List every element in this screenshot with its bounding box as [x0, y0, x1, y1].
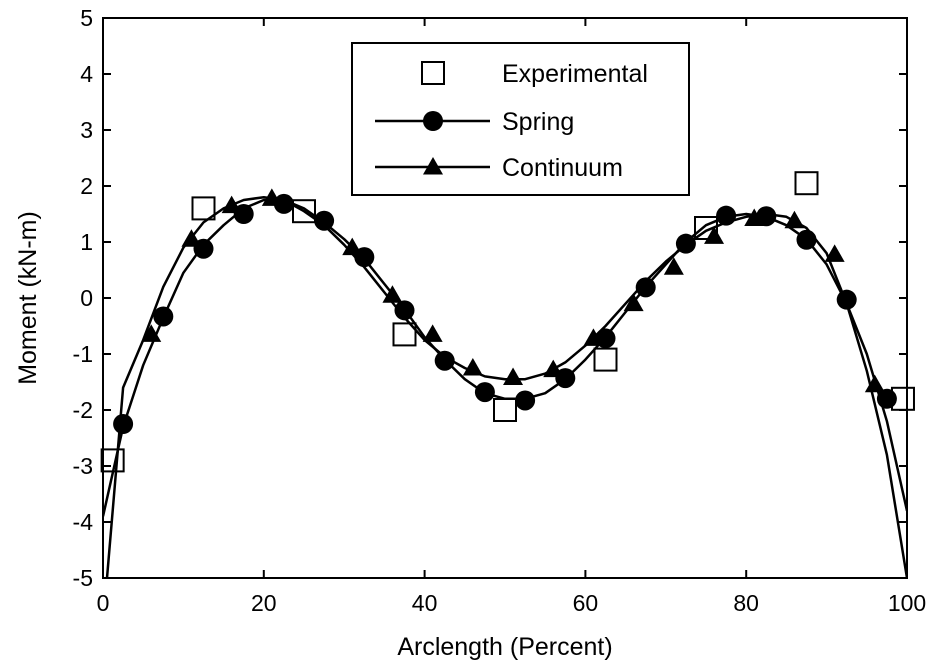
y-axis-label: Moment (kN-m): [14, 211, 42, 385]
series-layer: [100, 171, 915, 578]
legend-marker: [421, 61, 445, 85]
data-point-continuum: [623, 293, 644, 312]
data-point-spring: [474, 382, 495, 403]
data-point-experimental: [794, 171, 819, 196]
x-tick-label: 20: [251, 590, 277, 616]
legend-item-spring: Spring: [375, 108, 574, 136]
data-point-continuum: [422, 324, 443, 342]
data-point-spring: [314, 210, 335, 231]
x-tick-label: 80: [733, 590, 759, 616]
x-tick-label: 100: [888, 590, 926, 616]
data-point-spring: [113, 414, 134, 434]
data-point-spring: [836, 289, 857, 310]
data-point-continuum: [864, 374, 885, 393]
data-point-spring: [515, 390, 536, 411]
data-point-continuum: [141, 324, 162, 342]
x-axis-label: Arclength (Percent): [397, 633, 612, 661]
series-line-continuum: [105, 195, 907, 578]
y-tick-label: -4: [73, 509, 94, 535]
legend-marker: [423, 111, 443, 131]
data-point-continuum: [382, 285, 403, 303]
legend-item-continuum: Continuum: [375, 154, 623, 182]
data-point-experimental: [493, 398, 517, 422]
data-point-spring: [635, 277, 656, 298]
data-point-continuum: [503, 367, 524, 386]
y-tick-label: 0: [80, 285, 93, 311]
data-point-experimental: [593, 347, 618, 372]
y-tick-label: -5: [73, 565, 93, 591]
data-point-spring: [796, 229, 817, 250]
y-tick-label: -3: [73, 453, 93, 479]
data-point-experimental: [392, 322, 417, 347]
legend-label: Experimental: [502, 60, 648, 88]
y-tick-label: -1: [73, 341, 93, 367]
data-point-continuum: [704, 226, 725, 244]
data-point-spring: [153, 306, 174, 327]
legend-box: [351, 42, 690, 196]
y-tick-label: 1: [80, 229, 93, 255]
data-point-continuum: [543, 359, 564, 378]
data-point-continuum: [784, 210, 805, 229]
x-tick-label: 60: [573, 590, 599, 616]
data-point-continuum: [221, 195, 242, 214]
data-point-continuum: [663, 257, 684, 275]
y-tick-label: -2: [73, 397, 93, 423]
y-tick-label: 3: [80, 117, 93, 143]
data-point-spring: [434, 350, 455, 371]
data-point-experimental: [191, 196, 216, 221]
legend: Experimental Spring Continuum: [351, 42, 690, 196]
x-tick-label: 0: [97, 590, 110, 616]
legend-item-experimental: Experimental: [421, 60, 648, 88]
data-point-continuum: [824, 244, 845, 262]
y-tick-label: 5: [80, 5, 93, 31]
data-point-continuum: [181, 229, 202, 247]
y-tick-label: 4: [80, 61, 93, 87]
legend-marker: [423, 157, 443, 175]
data-point-continuum: [342, 237, 363, 256]
data-point-continuum: [583, 328, 604, 346]
legend-label: Continuum: [502, 154, 623, 182]
axes-layer: 0 20 40 60 80 100 5 4 3 2 1 0 -1 -2 -3 -4 -5: [73, 5, 927, 616]
data-point-continuum: [744, 208, 765, 226]
data-point-continuum: [462, 358, 483, 376]
data-point-spring: [394, 300, 415, 321]
y-tick-label: 2: [80, 173, 93, 199]
series-continuum: [105, 188, 907, 578]
x-tick-label: 40: [412, 590, 438, 616]
data-point-continuum: [261, 188, 282, 206]
data-point-spring: [876, 388, 897, 409]
legend-label: Spring: [502, 108, 574, 136]
